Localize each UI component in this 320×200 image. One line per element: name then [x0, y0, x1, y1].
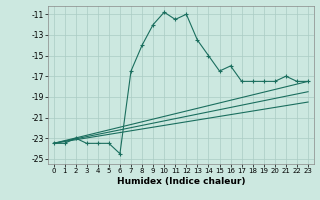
X-axis label: Humidex (Indice chaleur): Humidex (Indice chaleur) [116, 177, 245, 186]
